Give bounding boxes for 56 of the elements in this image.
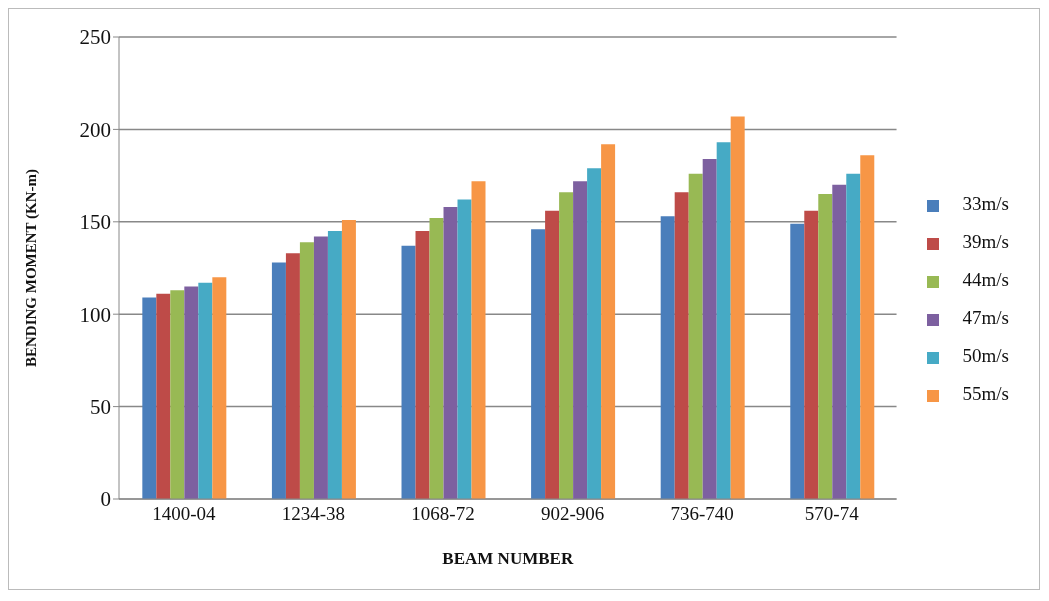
bar <box>818 194 833 499</box>
bar <box>415 231 430 499</box>
bar <box>142 297 157 499</box>
x-tick-label: 1234-38 <box>281 503 346 525</box>
bar <box>457 199 472 499</box>
y-axis-title: BENDING MOMENT (KN-m) <box>23 168 41 368</box>
bar <box>198 282 213 499</box>
bar <box>443 207 458 499</box>
bar <box>559 192 574 499</box>
bar <box>271 262 286 499</box>
bar <box>688 173 703 499</box>
legend-label: 33m/s <box>962 193 1009 214</box>
bar <box>804 210 819 499</box>
bar <box>313 236 328 499</box>
legend-label: 55m/s <box>962 383 1009 404</box>
y-tick-label: 250 <box>79 25 111 50</box>
bar <box>531 229 546 499</box>
bar <box>285 253 300 499</box>
y-tick-label: 150 <box>79 210 111 235</box>
legend-label: 47m/s <box>962 307 1009 328</box>
bar <box>832 184 847 499</box>
bar <box>716 142 731 499</box>
bar <box>471 181 486 499</box>
bar <box>299 242 314 499</box>
bar <box>170 290 185 499</box>
legend-label: 44m/s <box>962 269 1009 290</box>
bar <box>660 216 675 499</box>
x-tick-label: 1068-72 <box>411 503 475 525</box>
bar <box>401 245 416 499</box>
bar <box>212 277 227 499</box>
bar <box>790 223 805 499</box>
y-tick-label: 200 <box>79 117 111 142</box>
y-tick-label: 100 <box>79 302 111 327</box>
bar <box>730 116 745 499</box>
bar <box>674 192 689 499</box>
bar <box>545 210 560 499</box>
x-axis-title: BEAM NUMBER <box>442 549 574 568</box>
legend-label: 50m/s <box>962 345 1009 366</box>
y-tick-label: 0 <box>100 487 111 512</box>
legend-label: 39m/s <box>962 231 1009 252</box>
x-tick-label: 736-740 <box>670 503 734 525</box>
bar <box>184 286 199 499</box>
bar <box>573 181 588 499</box>
x-tick-label: 1400-04 <box>152 503 216 525</box>
bar <box>429 218 444 499</box>
bar <box>327 231 342 499</box>
x-tick-label: 570-74 <box>804 503 860 525</box>
bar <box>846 173 861 499</box>
x-tick-label: 902-906 <box>540 503 605 525</box>
bar <box>601 144 616 499</box>
bar <box>702 158 717 499</box>
bar <box>156 293 171 499</box>
y-tick-label: 50 <box>90 395 111 420</box>
bar <box>341 219 356 499</box>
bar <box>587 168 602 499</box>
bar <box>860 155 875 499</box>
